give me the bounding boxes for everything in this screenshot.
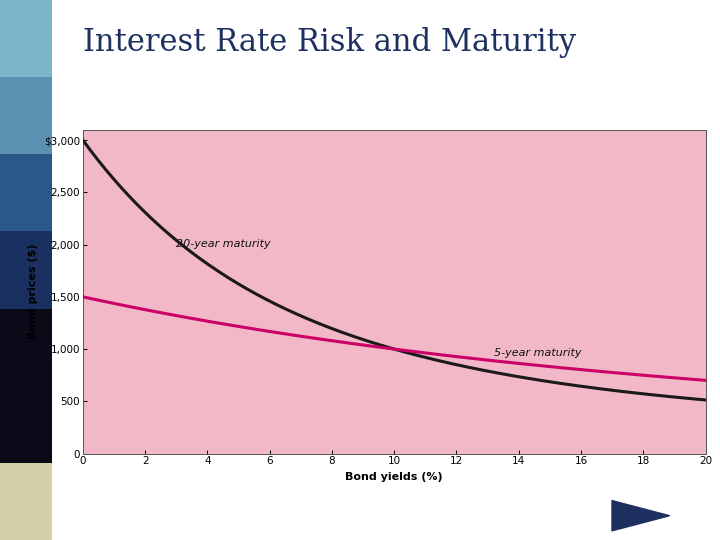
Text: 20-year maturity: 20-year maturity — [176, 239, 271, 248]
Polygon shape — [612, 501, 670, 531]
X-axis label: Bond yields (%): Bond yields (%) — [346, 472, 443, 482]
Text: 5-year maturity: 5-year maturity — [494, 348, 581, 359]
Text: Interest Rate Risk and Maturity: Interest Rate Risk and Maturity — [83, 27, 576, 58]
Y-axis label: Bond prices ($): Bond prices ($) — [28, 244, 38, 339]
